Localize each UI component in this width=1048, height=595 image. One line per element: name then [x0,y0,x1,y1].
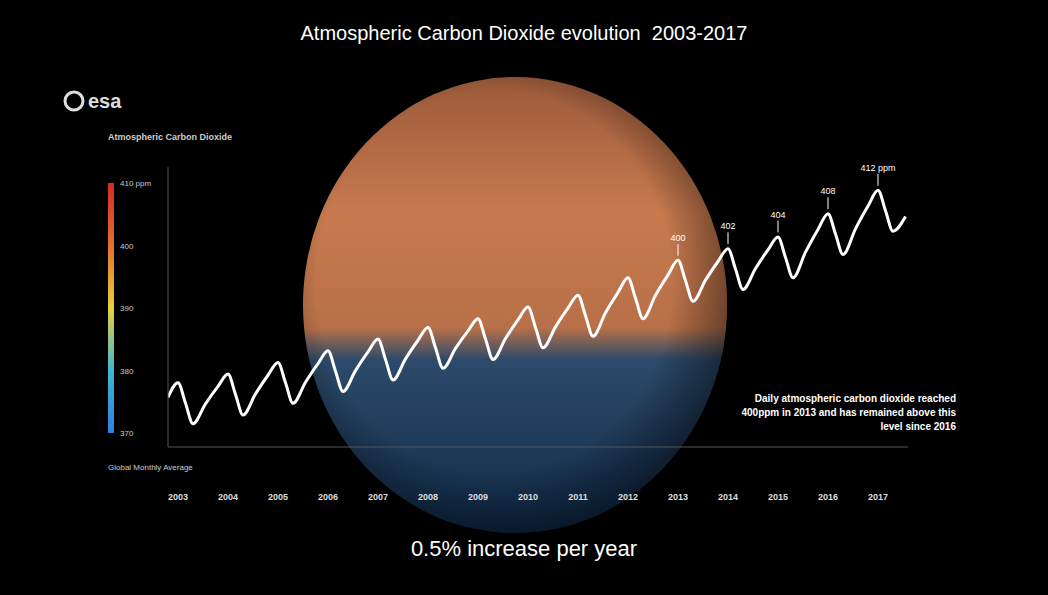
svg-text:400: 400 [670,233,685,243]
svg-text:2014: 2014 [718,492,738,502]
svg-text:2015: 2015 [768,492,788,502]
svg-text:2010: 2010 [518,492,538,502]
svg-text:412 ppm: 412 ppm [860,163,895,173]
svg-text:2003: 2003 [168,492,188,502]
svg-text:2006: 2006 [318,492,338,502]
svg-text:Atmospheric Carbon Dioxide: Atmospheric Carbon Dioxide [108,132,232,142]
svg-text:esa: esa [88,90,122,112]
svg-text:2005: 2005 [268,492,288,502]
html-text:Atmospheric Carbon Dioxide evo: Atmospheric Carbon Dioxide evolution 200… [300,22,748,44]
svg-text:2017: 2017 [868,492,888,502]
svg-text:Global Monthly Average: Global Monthly Average [108,463,193,472]
svg-text:402: 402 [720,221,735,231]
svg-text:390: 390 [120,304,134,313]
svg-text:404: 404 [770,210,785,220]
svg-text:2013: 2013 [668,492,688,502]
html-text:0.5% increase per year: 0.5% increase per year [410,536,638,561]
svg-text:408: 408 [820,186,835,196]
svg-text:2007: 2007 [368,492,388,502]
html-text:Daily atmospheric carbon dioxi: Daily atmospheric carbon dioxide reached… [741,393,956,432]
svg-text:2008: 2008 [418,492,438,502]
svg-text:2009: 2009 [468,492,488,502]
svg-text:2004: 2004 [218,492,238,502]
svg-text:2011: 2011 [568,492,588,502]
svg-text:2012: 2012 [618,492,638,502]
svg-text:2016: 2016 [818,492,838,502]
svg-text:380: 380 [120,367,134,376]
svg-text:410 ppm: 410 ppm [120,179,151,188]
svg-text:400: 400 [120,242,134,251]
svg-text:370: 370 [120,429,134,438]
